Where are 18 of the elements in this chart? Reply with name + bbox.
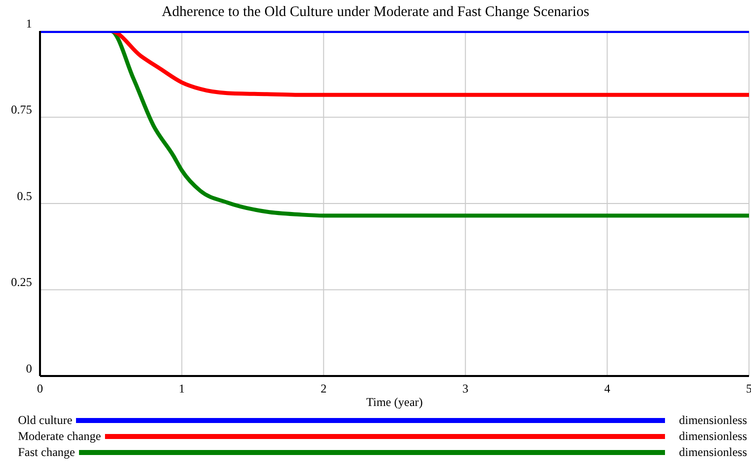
text: dimensionless bbox=[679, 444, 747, 460]
x-tick-label: 1 bbox=[178, 382, 185, 396]
x-tick-label: 3 bbox=[462, 382, 468, 396]
y-tick-label: 0.25 bbox=[11, 275, 32, 290]
legend-label: Moderate change bbox=[18, 428, 101, 444]
y-tick-label: 1 bbox=[26, 16, 32, 30]
chart-title: Adherence to the Old Culture under Moderate and Fast Change Scenarios bbox=[162, 4, 590, 20]
text: dimensionless bbox=[679, 412, 747, 428]
x-tick-label: 4 bbox=[604, 382, 610, 396]
text: dimensionless bbox=[679, 428, 747, 444]
x-axis-title: Time (year) bbox=[366, 395, 423, 409]
x-tick-label: 0 bbox=[37, 382, 43, 396]
y-tick-label: 0 bbox=[26, 361, 32, 376]
legend-label: Fast change bbox=[18, 444, 75, 460]
legend-label: Old culture bbox=[18, 412, 72, 428]
y-tick-label: 0.75 bbox=[11, 102, 32, 117]
y-tick-label: 0.5 bbox=[17, 188, 32, 203]
x-tick-label: 2 bbox=[320, 382, 327, 396]
